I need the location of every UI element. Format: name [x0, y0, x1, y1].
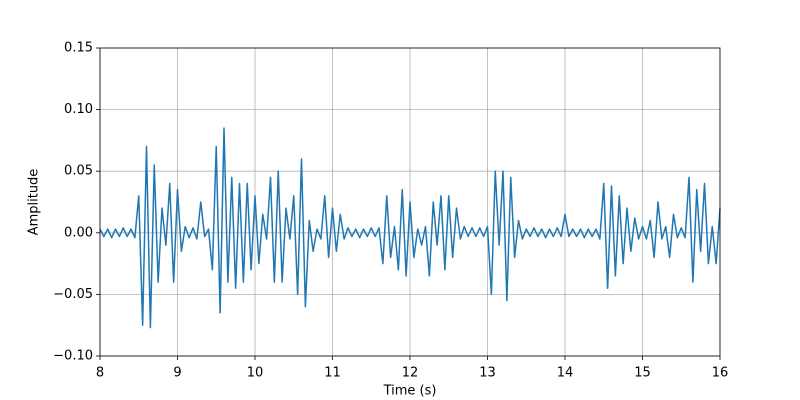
- y-axis-label: Amplitude: [27, 169, 42, 236]
- y-tick-label: 0.15: [64, 41, 93, 56]
- x-tick-label: 11: [324, 366, 341, 381]
- x-tick-label: 9: [173, 366, 181, 381]
- y-tick-label: −0.05: [53, 287, 93, 302]
- x-tick-label: 16: [712, 366, 729, 381]
- x-tick-label: 13: [479, 366, 496, 381]
- y-tick-label: 0.10: [64, 102, 93, 117]
- x-tick-label: 15: [634, 366, 651, 381]
- y-tick-label: −0.10: [53, 349, 93, 364]
- waveform-line: [99, 127, 721, 329]
- plot-frame: [99, 47, 721, 357]
- x-tick-label: 8: [96, 366, 104, 381]
- y-tick-label: 0.05: [64, 164, 93, 179]
- x-tick-label: 14: [557, 366, 574, 381]
- x-tick-label: 10: [247, 366, 264, 381]
- x-tick-label: 12: [402, 366, 419, 381]
- y-tick-label: 0.00: [64, 225, 93, 240]
- x-axis-label: Time (s): [383, 384, 437, 399]
